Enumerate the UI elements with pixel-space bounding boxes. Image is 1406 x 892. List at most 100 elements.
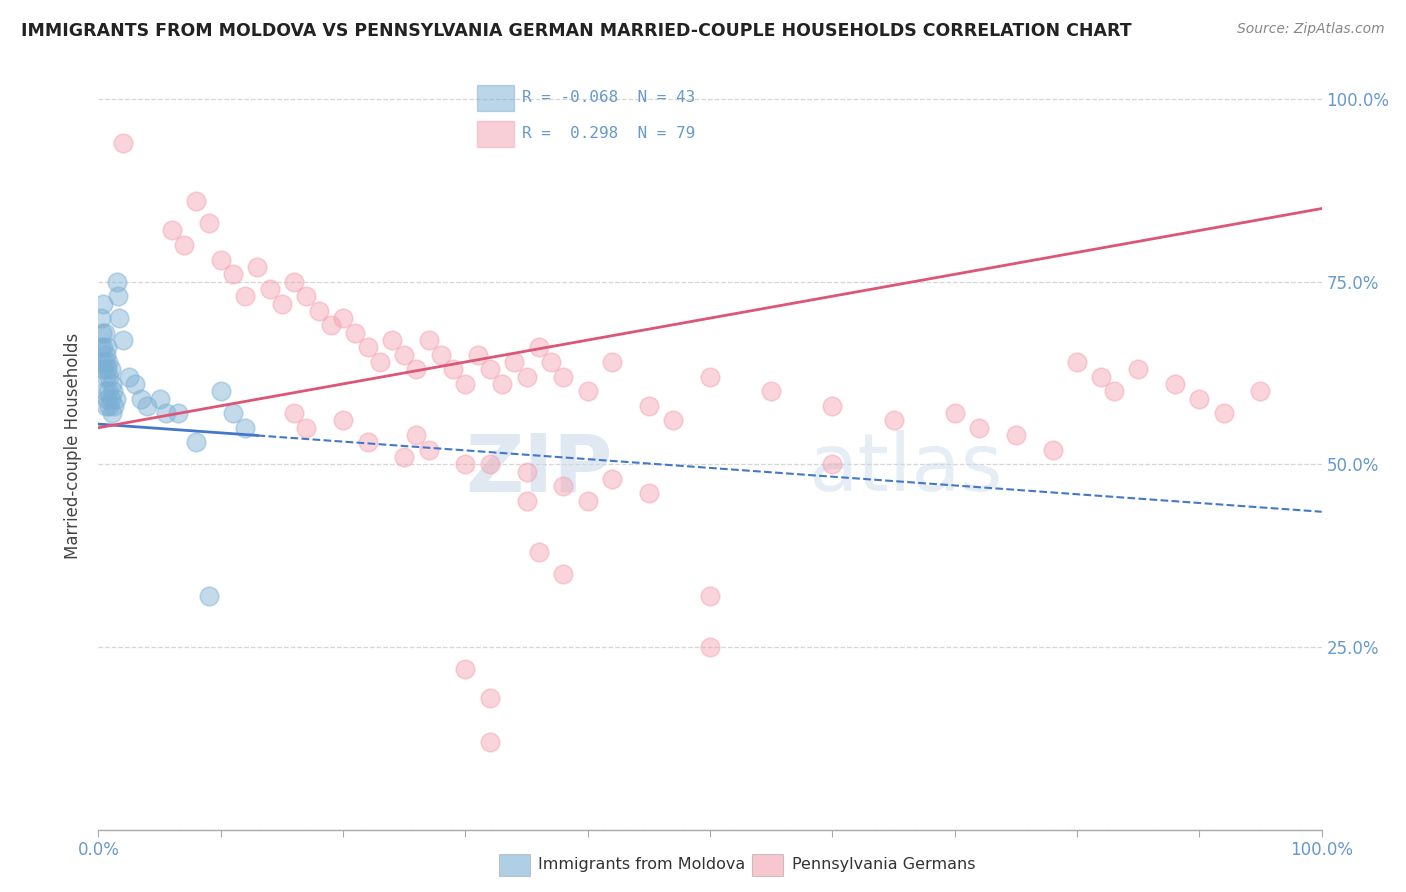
Point [637,486,661,500]
Point [103,399,125,413]
Point [270,296,294,310]
Point [209,384,232,399]
Point [418,333,440,347]
Point [91,362,114,376]
Point [540,355,562,369]
Text: Source: ZipAtlas.com: Source: ZipAtlas.com [1237,22,1385,37]
Text: atlas: atlas [808,430,1002,508]
Point [662,413,685,427]
Point [283,275,305,289]
Point [295,421,318,435]
Point [392,348,416,362]
Point [1004,428,1026,442]
Point [478,457,501,471]
Point [124,376,146,391]
Point [111,136,134,150]
Point [96,362,118,376]
Point [91,326,114,340]
Text: IMMIGRANTS FROM MOLDOVA VS PENNSYLVANIA GERMAN MARRIED-COUPLE HOUSEHOLDS CORRELA: IMMIGRANTS FROM MOLDOVA VS PENNSYLVANIA … [21,22,1132,40]
Point [160,223,183,237]
Point [967,421,990,435]
Point [1090,369,1112,384]
Point [155,406,177,420]
Point [515,493,537,508]
Point [91,340,114,354]
Point [576,493,599,508]
Point [600,355,623,369]
Point [90,311,112,326]
Point [883,413,905,427]
Point [91,355,114,369]
Point [405,362,427,376]
Point [308,303,330,318]
Point [97,355,120,369]
Text: Pennsylvania Germans: Pennsylvania Germans [792,857,976,872]
Point [101,376,124,391]
Point [197,589,219,603]
Point [1212,406,1234,420]
Point [637,399,661,413]
Point [381,333,404,347]
Point [1042,442,1064,457]
Point [259,282,281,296]
Point [478,735,501,749]
Point [233,289,256,303]
Point [699,640,721,654]
Point [1188,392,1211,406]
Point [1249,384,1271,399]
Point [100,392,122,406]
Point [553,479,575,493]
Point [129,392,152,406]
Point [98,369,121,384]
Point [167,406,190,420]
Point [91,296,114,310]
Point [118,369,141,384]
Point [108,311,131,326]
Point [344,326,367,340]
Point [101,406,124,420]
Point [186,435,208,450]
Point [699,589,721,603]
Point [98,399,121,413]
Point [1066,355,1088,369]
Point [454,376,477,391]
Point [173,238,195,252]
Text: Immigrants from Moldova: Immigrants from Moldova [538,857,745,872]
Point [821,457,844,471]
Point [491,376,513,391]
Point [246,260,269,274]
Point [93,384,115,399]
Point [699,369,721,384]
Point [111,333,134,347]
Point [368,355,391,369]
Point [101,384,124,399]
Point [761,384,783,399]
Point [503,355,526,369]
Point [186,194,208,209]
Point [96,340,118,354]
Point [197,216,219,230]
Point [97,384,120,399]
Point [94,399,117,413]
Point [1102,384,1125,399]
Point [209,252,232,267]
Point [1164,376,1187,391]
Point [478,362,501,376]
Point [94,348,117,362]
Point [93,326,115,340]
Point [90,340,112,354]
Point [430,348,453,362]
Point [553,369,575,384]
Point [332,311,354,326]
Point [222,406,245,420]
Point [454,457,477,471]
Point [222,268,245,282]
Point [478,691,501,706]
Point [392,450,416,464]
Point [149,392,172,406]
Point [405,428,427,442]
Point [94,369,117,384]
Point [515,369,537,384]
Point [600,472,623,486]
Point [104,392,127,406]
